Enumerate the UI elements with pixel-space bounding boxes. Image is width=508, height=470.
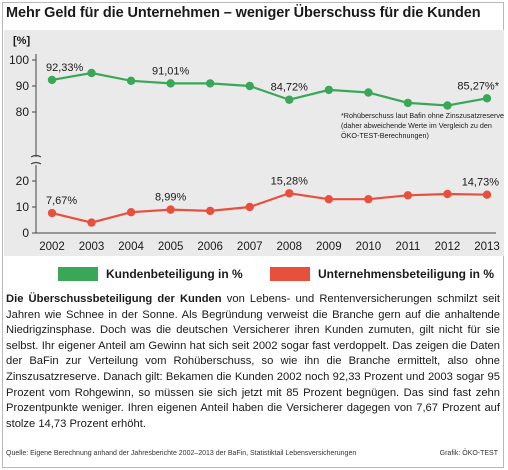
data-point-kunden: [364, 88, 373, 97]
data-point-unternehmen: [166, 205, 175, 214]
axis-break-mark-1: [30, 154, 42, 158]
data-point-kunden: [285, 95, 294, 104]
data-point-unternehmen: [403, 191, 413, 200]
data-point-kunden: [205, 79, 215, 88]
line-chart: [%] 80 90 100 0 10 20 2002 2003 2004 2005 2006 2007 2…: [9, 35, 504, 253]
x-tick-label: 2002: [39, 241, 65, 253]
data-label: 91,01%: [152, 65, 190, 77]
legend-kunden: Kundenbeteiligung in %: [58, 266, 243, 282]
legend-swatch-kunden: [58, 267, 98, 281]
data-label: 7,67%: [46, 195, 77, 207]
body-lead: Die Überschussbeteiligung der Kunden: [6, 293, 222, 305]
chart-footnote-line: *Rohüberschuss laut Bafin ohne Zinszusat…: [341, 111, 504, 120]
y-tick-label: 20: [16, 174, 30, 188]
data-point-kunden: [403, 98, 413, 108]
y-tick-label: 10: [16, 200, 30, 214]
data-point-kunden: [126, 76, 136, 85]
series-line-unternehmen: [51, 192, 488, 224]
chart-area: [%] 80 90 100 0 10 20 2002 2003 2004 2005 2006 2007 2…: [4, 30, 504, 256]
data-point-unternehmen: [87, 218, 96, 227]
data-point-unternehmen: [205, 206, 215, 216]
data-point-unternehmen: [47, 208, 57, 218]
data-label: 92,33%: [46, 62, 84, 74]
data-label: 8,99%: [155, 192, 186, 204]
data-point-kunden: [245, 81, 254, 91]
graphic-credit: Grafik: ÖKO-TEST: [439, 450, 498, 457]
data-point-unternehmen: [245, 202, 254, 212]
legend-swatch-unternehmen: [270, 267, 310, 281]
y-tick-label: 0: [22, 226, 29, 240]
x-tick-label: 2005: [158, 241, 184, 253]
data-label: 15,28%: [271, 175, 309, 187]
data-point-unternehmen: [324, 195, 334, 204]
x-tick-label: 2009: [316, 241, 342, 253]
data-point-unternehmen: [285, 189, 294, 198]
axis-break-mark-2: [30, 161, 42, 165]
y-tick-label: 100: [9, 53, 29, 67]
body-text: von Lebens- und Rentenversicherungen sch…: [6, 293, 500, 430]
data-point-unternehmen: [126, 208, 136, 217]
x-tick-label: 2006: [197, 241, 223, 253]
y-tick-label: 90: [16, 79, 30, 93]
legend-label-kunden: Kundenbeteiligung in %: [106, 267, 243, 281]
chart-title: Mehr Geld für die Unternehmen – weniger …: [6, 5, 481, 21]
source-note: Quelle: Eigene Berechnung anhand der Jah…: [6, 450, 357, 457]
data-point-unternehmen: [443, 189, 452, 199]
data-label: 85,27%*: [457, 80, 499, 92]
y-unit-label: [%]: [13, 35, 30, 47]
chart-footnote-line: (daher abweichende Werte im Vergleich zu…: [341, 121, 492, 130]
chart-footnote-line: ÖKO-TEST-Berechnungen): [341, 131, 429, 140]
data-point-unternehmen: [364, 195, 373, 204]
data-label: 14,73%: [462, 177, 500, 189]
legend-unternehmen: Unternehmensbeteiligung in %: [270, 266, 494, 282]
x-tick-label: 2012: [435, 241, 461, 253]
data-label: 84,72%: [271, 82, 309, 94]
data-point-kunden: [443, 101, 452, 110]
data-point-kunden: [482, 94, 492, 103]
x-tick-label: 2013: [474, 241, 500, 253]
body-paragraph: Die Überschussbeteiligung der Kunden von…: [6, 292, 500, 432]
x-tick-label: 2010: [356, 241, 382, 253]
legend-label-unternehmen: Unternehmensbeteiligung in %: [318, 267, 495, 281]
data-point-unternehmen: [482, 190, 492, 199]
data-point-kunden: [324, 85, 334, 95]
x-tick-label: 2007: [237, 241, 263, 253]
x-tick-label: 2008: [276, 241, 302, 253]
data-point-kunden: [47, 75, 57, 85]
series-line-kunden: [51, 71, 488, 107]
x-tick-label: 2003: [79, 241, 105, 253]
x-tick-label: 2011: [396, 241, 421, 253]
x-tick-label: 2004: [118, 241, 144, 253]
data-point-kunden: [87, 68, 96, 78]
data-point-kunden: [166, 79, 175, 88]
y-tick-label: 80: [16, 105, 30, 119]
